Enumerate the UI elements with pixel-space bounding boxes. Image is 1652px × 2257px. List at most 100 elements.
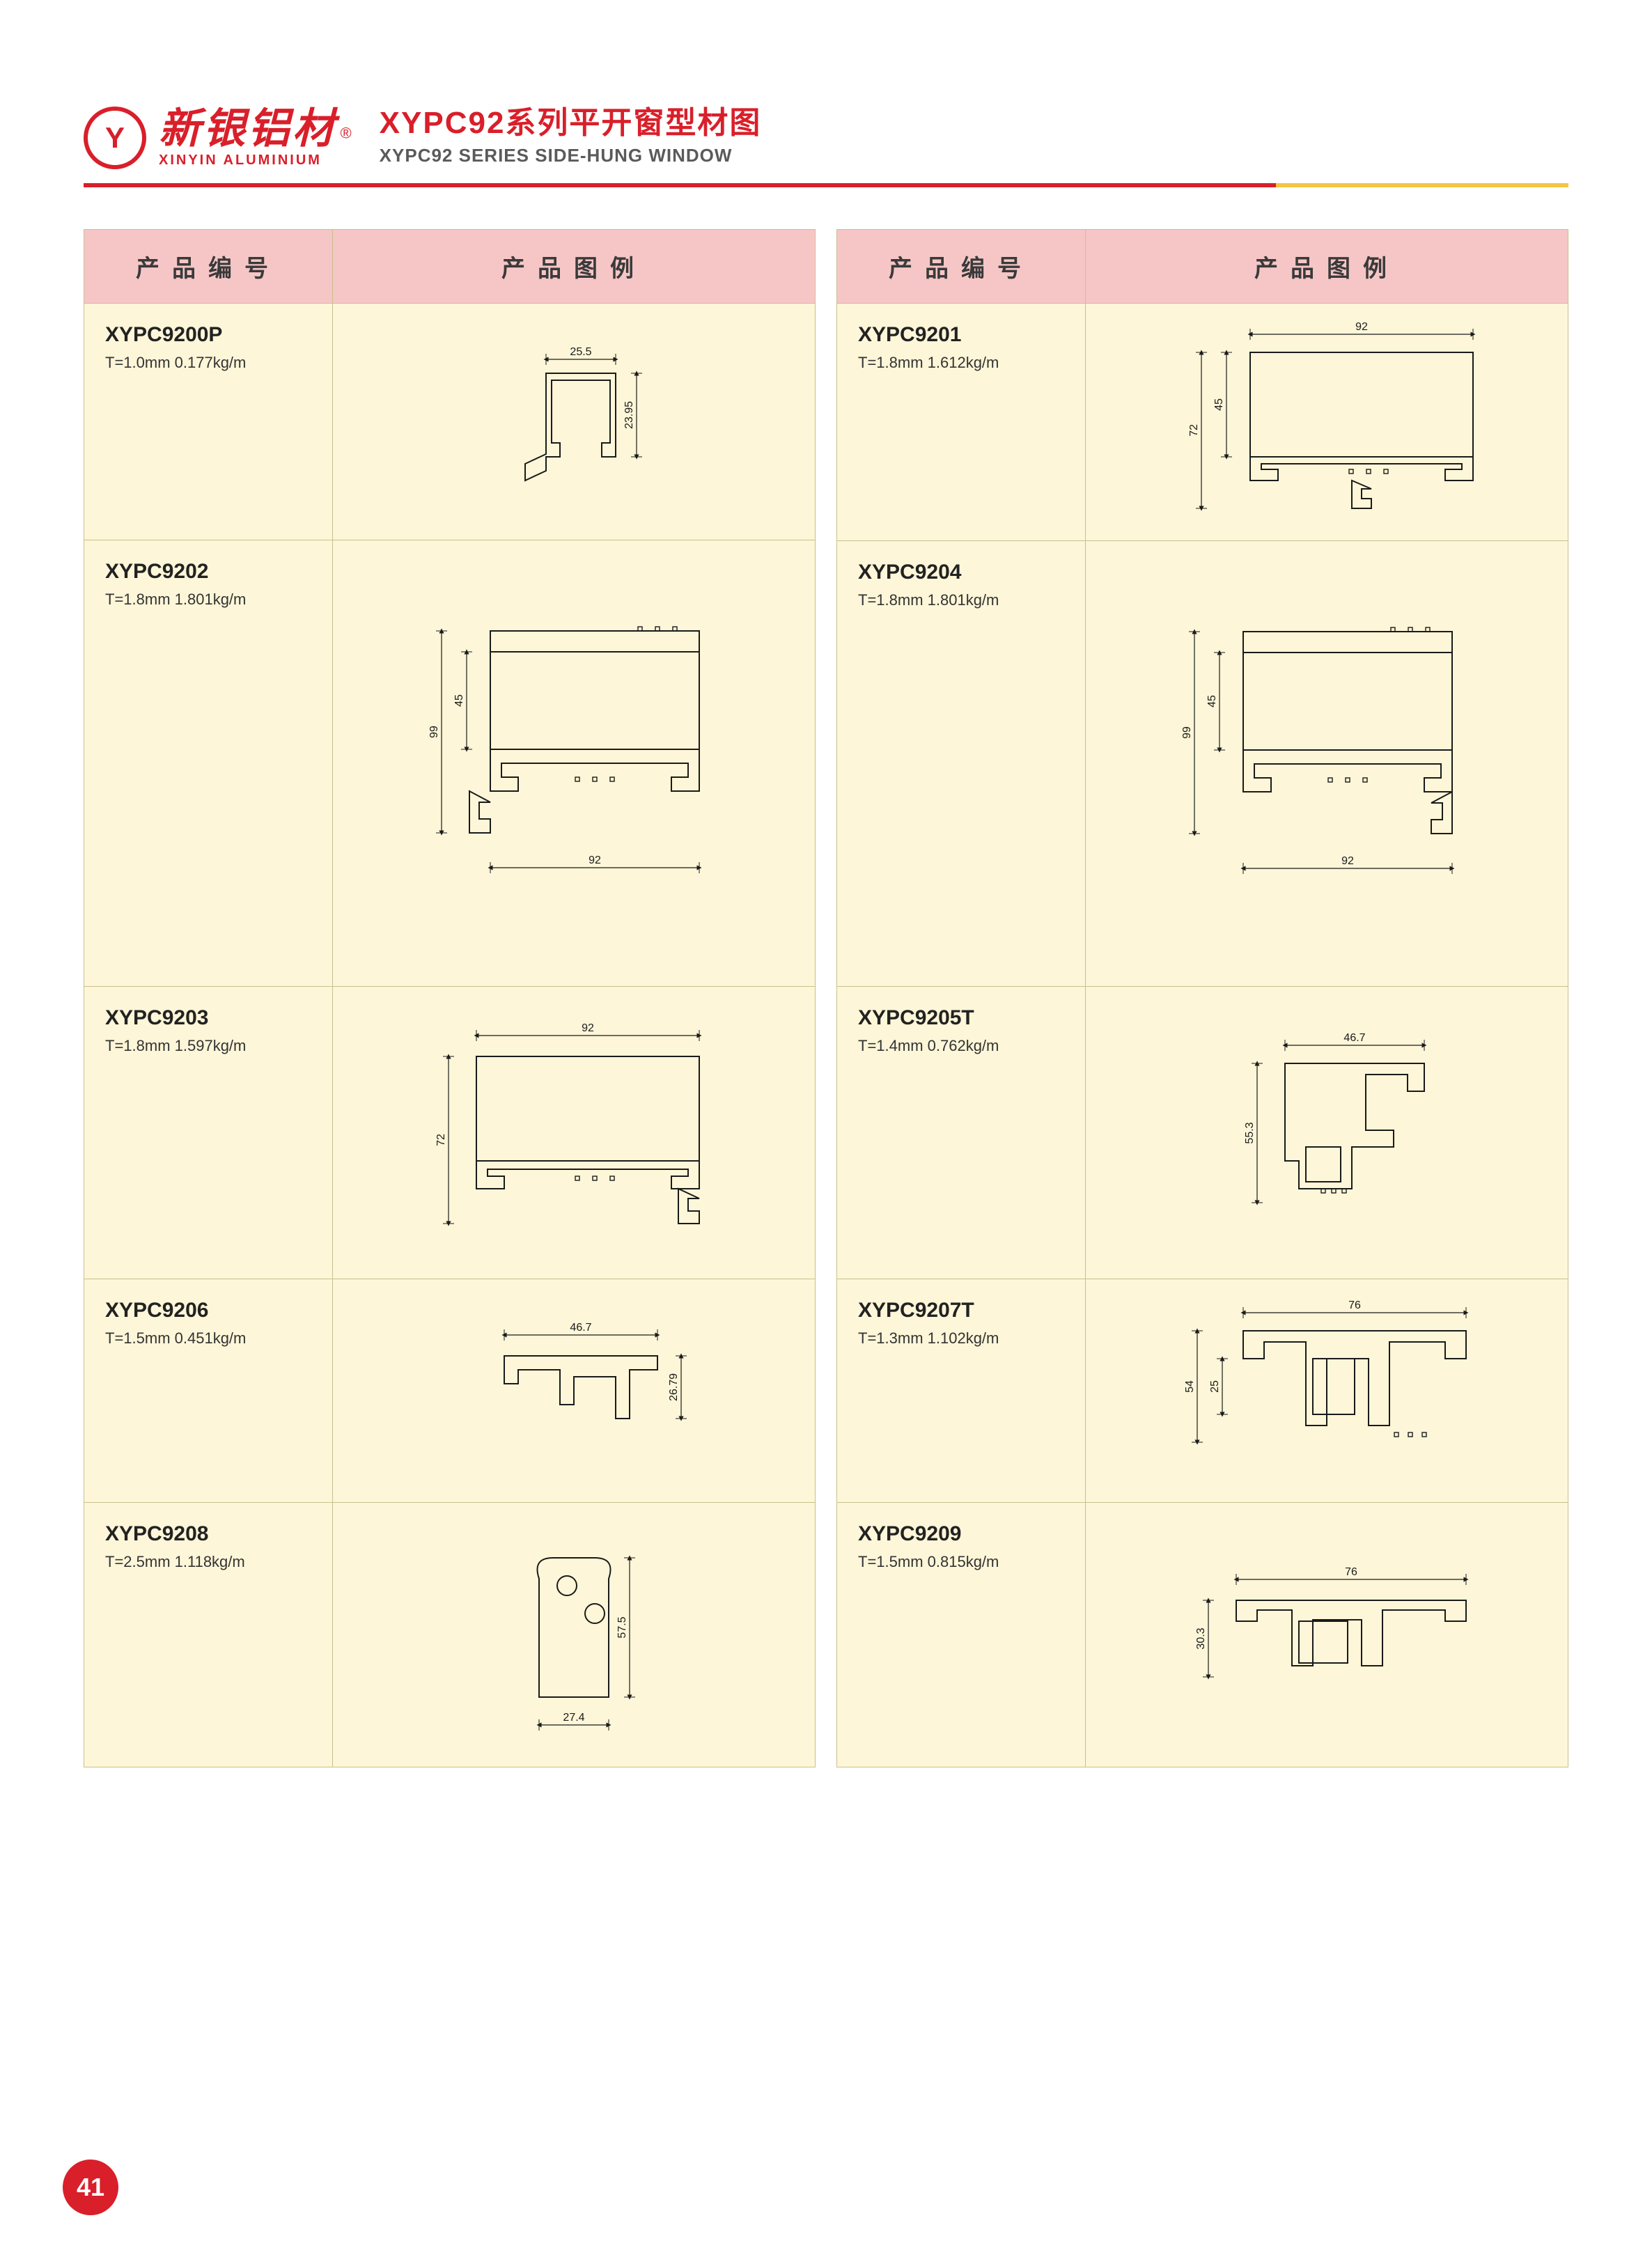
- product-diagram-cell: 46.7 55.3: [1086, 987, 1568, 1279]
- product-code: XYPC9202: [105, 560, 311, 584]
- logo-mark-icon: Y: [84, 107, 146, 169]
- svg-text:45: 45: [453, 694, 465, 707]
- product-code: XYPC9208: [105, 1522, 311, 1546]
- svg-text:30.3: 30.3: [1195, 1627, 1207, 1649]
- svg-text:46.7: 46.7: [1343, 1032, 1365, 1044]
- product-code-cell: XYPC9202 T=1.8mm 1.801kg/m: [84, 540, 333, 987]
- profile-diagram-icon: 57.5 27.4: [347, 1523, 801, 1746]
- product-diagram-cell: 76 30.3: [1086, 1503, 1568, 1767]
- profile-diagram-icon: 99 45 92: [347, 582, 801, 944]
- col-header-code: 产品编号: [837, 230, 1086, 304]
- profile-diagram-icon: 92 72: [347, 1015, 801, 1251]
- product-diagram-cell: 92 72 45: [1086, 304, 1568, 541]
- page-number-badge: 41: [63, 2160, 118, 2215]
- product-code: XYPC9206: [105, 1299, 311, 1322]
- product-code-cell: XYPC9203 T=1.8mm 1.597kg/m: [84, 986, 333, 1279]
- brand-name-en: XINYIN ALUMINIUM: [159, 153, 352, 169]
- product-diagram-cell: 99 45 92: [1086, 541, 1568, 987]
- svg-text:54: 54: [1184, 1380, 1196, 1393]
- product-table-right: 产品编号 产品图例 XYPC9201 T=1.8mm 1.612kg/m 92 …: [836, 229, 1568, 1767]
- svg-text:55.3: 55.3: [1244, 1122, 1256, 1143]
- svg-text:92: 92: [1341, 855, 1354, 867]
- product-table-left: 产品编号 产品图例 XYPC9200P T=1.0mm 0.177kg/m 25…: [84, 229, 816, 1767]
- svg-text:92: 92: [1355, 321, 1368, 333]
- col-header-diagram: 产品图例: [1086, 230, 1568, 304]
- product-row: XYPC9200P T=1.0mm 0.177kg/m 25.5 23.95: [84, 304, 816, 540]
- svg-text:76: 76: [1348, 1299, 1361, 1311]
- product-code: XYPC9200P: [105, 323, 311, 347]
- product-tables: 产品编号 产品图例 XYPC9200P T=1.0mm 0.177kg/m 25…: [84, 229, 1568, 1767]
- product-row: XYPC9203 T=1.8mm 1.597kg/m 92 72: [84, 986, 816, 1279]
- svg-text:72: 72: [1188, 424, 1200, 437]
- svg-text:76: 76: [1345, 1566, 1357, 1578]
- product-code: XYPC9204: [858, 561, 1064, 584]
- page-title-block: XYPC92系列平开窗型材图 XYPC92 SERIES SIDE-HUNG W…: [380, 97, 762, 169]
- svg-text:46.7: 46.7: [570, 1322, 591, 1334]
- product-row: XYPC9204 T=1.8mm 1.801kg/m 99 45 92: [837, 541, 1568, 987]
- col-header-diagram: 产品图例: [333, 230, 816, 304]
- svg-text:25.5: 25.5: [570, 346, 591, 358]
- product-spec: T=1.5mm 0.451kg/m: [105, 1329, 311, 1348]
- product-code: XYPC9201: [858, 323, 1064, 347]
- product-spec: T=2.5mm 1.118kg/m: [105, 1553, 311, 1571]
- product-code-cell: XYPC9206 T=1.5mm 0.451kg/m: [84, 1279, 333, 1502]
- product-code-cell: XYPC9209 T=1.5mm 0.815kg/m: [837, 1503, 1086, 1767]
- product-row: XYPC9201 T=1.8mm 1.612kg/m 92 72 45: [837, 304, 1568, 541]
- page-title-en: XYPC92 SERIES SIDE-HUNG WINDOW: [380, 145, 762, 166]
- product-spec: T=1.4mm 0.762kg/m: [858, 1037, 1064, 1055]
- page-title-cn: XYPC92系列平开窗型材图: [380, 97, 762, 142]
- svg-text:92: 92: [589, 854, 601, 866]
- product-code-cell: XYPC9207T T=1.3mm 1.102kg/m: [837, 1279, 1086, 1503]
- col-header-code: 产品编号: [84, 230, 333, 304]
- svg-text:92: 92: [582, 1022, 594, 1034]
- svg-text:45: 45: [1213, 398, 1225, 411]
- profile-diagram-icon: 46.7 26.79: [347, 1307, 801, 1474]
- profile-diagram-icon: 92 72 45: [1100, 318, 1554, 526]
- product-code: XYPC9203: [105, 1006, 311, 1030]
- profile-diagram-icon: 46.7 55.3: [1100, 1022, 1554, 1244]
- product-spec: T=1.5mm 0.815kg/m: [858, 1553, 1064, 1571]
- product-row: XYPC9205T T=1.4mm 0.762kg/m 46.7 55.3: [837, 987, 1568, 1279]
- product-spec: T=1.8mm 1.801kg/m: [105, 591, 311, 609]
- product-spec: T=1.0mm 0.177kg/m: [105, 354, 311, 372]
- product-row: XYPC9207T T=1.3mm 1.102kg/m 76 54 25: [837, 1279, 1568, 1503]
- svg-text:57.5: 57.5: [616, 1617, 628, 1639]
- product-code: XYPC9209: [858, 1522, 1064, 1546]
- product-code-cell: XYPC9204 T=1.8mm 1.801kg/m: [837, 541, 1086, 987]
- product-code-cell: XYPC9200P T=1.0mm 0.177kg/m: [84, 304, 333, 540]
- product-row: XYPC9206 T=1.5mm 0.451kg/m 46.7 26.79: [84, 1279, 816, 1502]
- product-diagram-cell: 99 45 92: [333, 540, 816, 987]
- product-diagram-cell: 57.5 27.4: [333, 1502, 816, 1767]
- svg-text:26.79: 26.79: [668, 1373, 680, 1401]
- product-spec: T=1.3mm 1.102kg/m: [858, 1329, 1064, 1348]
- svg-text:45: 45: [1206, 695, 1218, 708]
- product-spec: T=1.8mm 1.597kg/m: [105, 1037, 311, 1055]
- product-code-cell: XYPC9208 T=2.5mm 1.118kg/m: [84, 1502, 333, 1767]
- profile-diagram-icon: 76 54 25: [1100, 1293, 1554, 1488]
- product-diagram-cell: 46.7 26.79: [333, 1279, 816, 1502]
- product-diagram-cell: 76 54 25: [1086, 1279, 1568, 1503]
- product-spec: T=1.8mm 1.612kg/m: [858, 354, 1064, 372]
- registered-icon: ®: [340, 124, 351, 141]
- svg-text:25: 25: [1209, 1380, 1221, 1393]
- product-diagram-cell: 25.5 23.95: [333, 304, 816, 540]
- svg-text:23.95: 23.95: [623, 401, 635, 429]
- svg-text:27.4: 27.4: [563, 1712, 584, 1724]
- brand-logo: Y 新银铝材 ® XINYIN ALUMINIUM: [84, 107, 352, 169]
- header-rule: [84, 183, 1568, 187]
- page-header: Y 新银铝材 ® XINYIN ALUMINIUM XYPC92系列平开窗型材图…: [84, 97, 1568, 169]
- product-code: XYPC9205T: [858, 1006, 1064, 1030]
- product-code-cell: XYPC9205T T=1.4mm 0.762kg/m: [837, 987, 1086, 1279]
- profile-diagram-icon: 76 30.3: [1100, 1552, 1554, 1719]
- svg-text:72: 72: [435, 1134, 447, 1146]
- product-row: XYPC9202 T=1.8mm 1.801kg/m 99 45 92: [84, 540, 816, 987]
- product-spec: T=1.8mm 1.801kg/m: [858, 591, 1064, 609]
- profile-diagram-icon: 25.5 23.95: [347, 331, 801, 513]
- svg-text:99: 99: [428, 726, 440, 738]
- product-code-cell: XYPC9201 T=1.8mm 1.612kg/m: [837, 304, 1086, 541]
- profile-diagram-icon: 99 45 92: [1100, 583, 1554, 945]
- brand-name-cn: 新银铝材: [159, 105, 337, 152]
- svg-text:99: 99: [1181, 726, 1193, 739]
- product-row: XYPC9209 T=1.5mm 0.815kg/m 76 30.3: [837, 1503, 1568, 1767]
- product-code: XYPC9207T: [858, 1299, 1064, 1322]
